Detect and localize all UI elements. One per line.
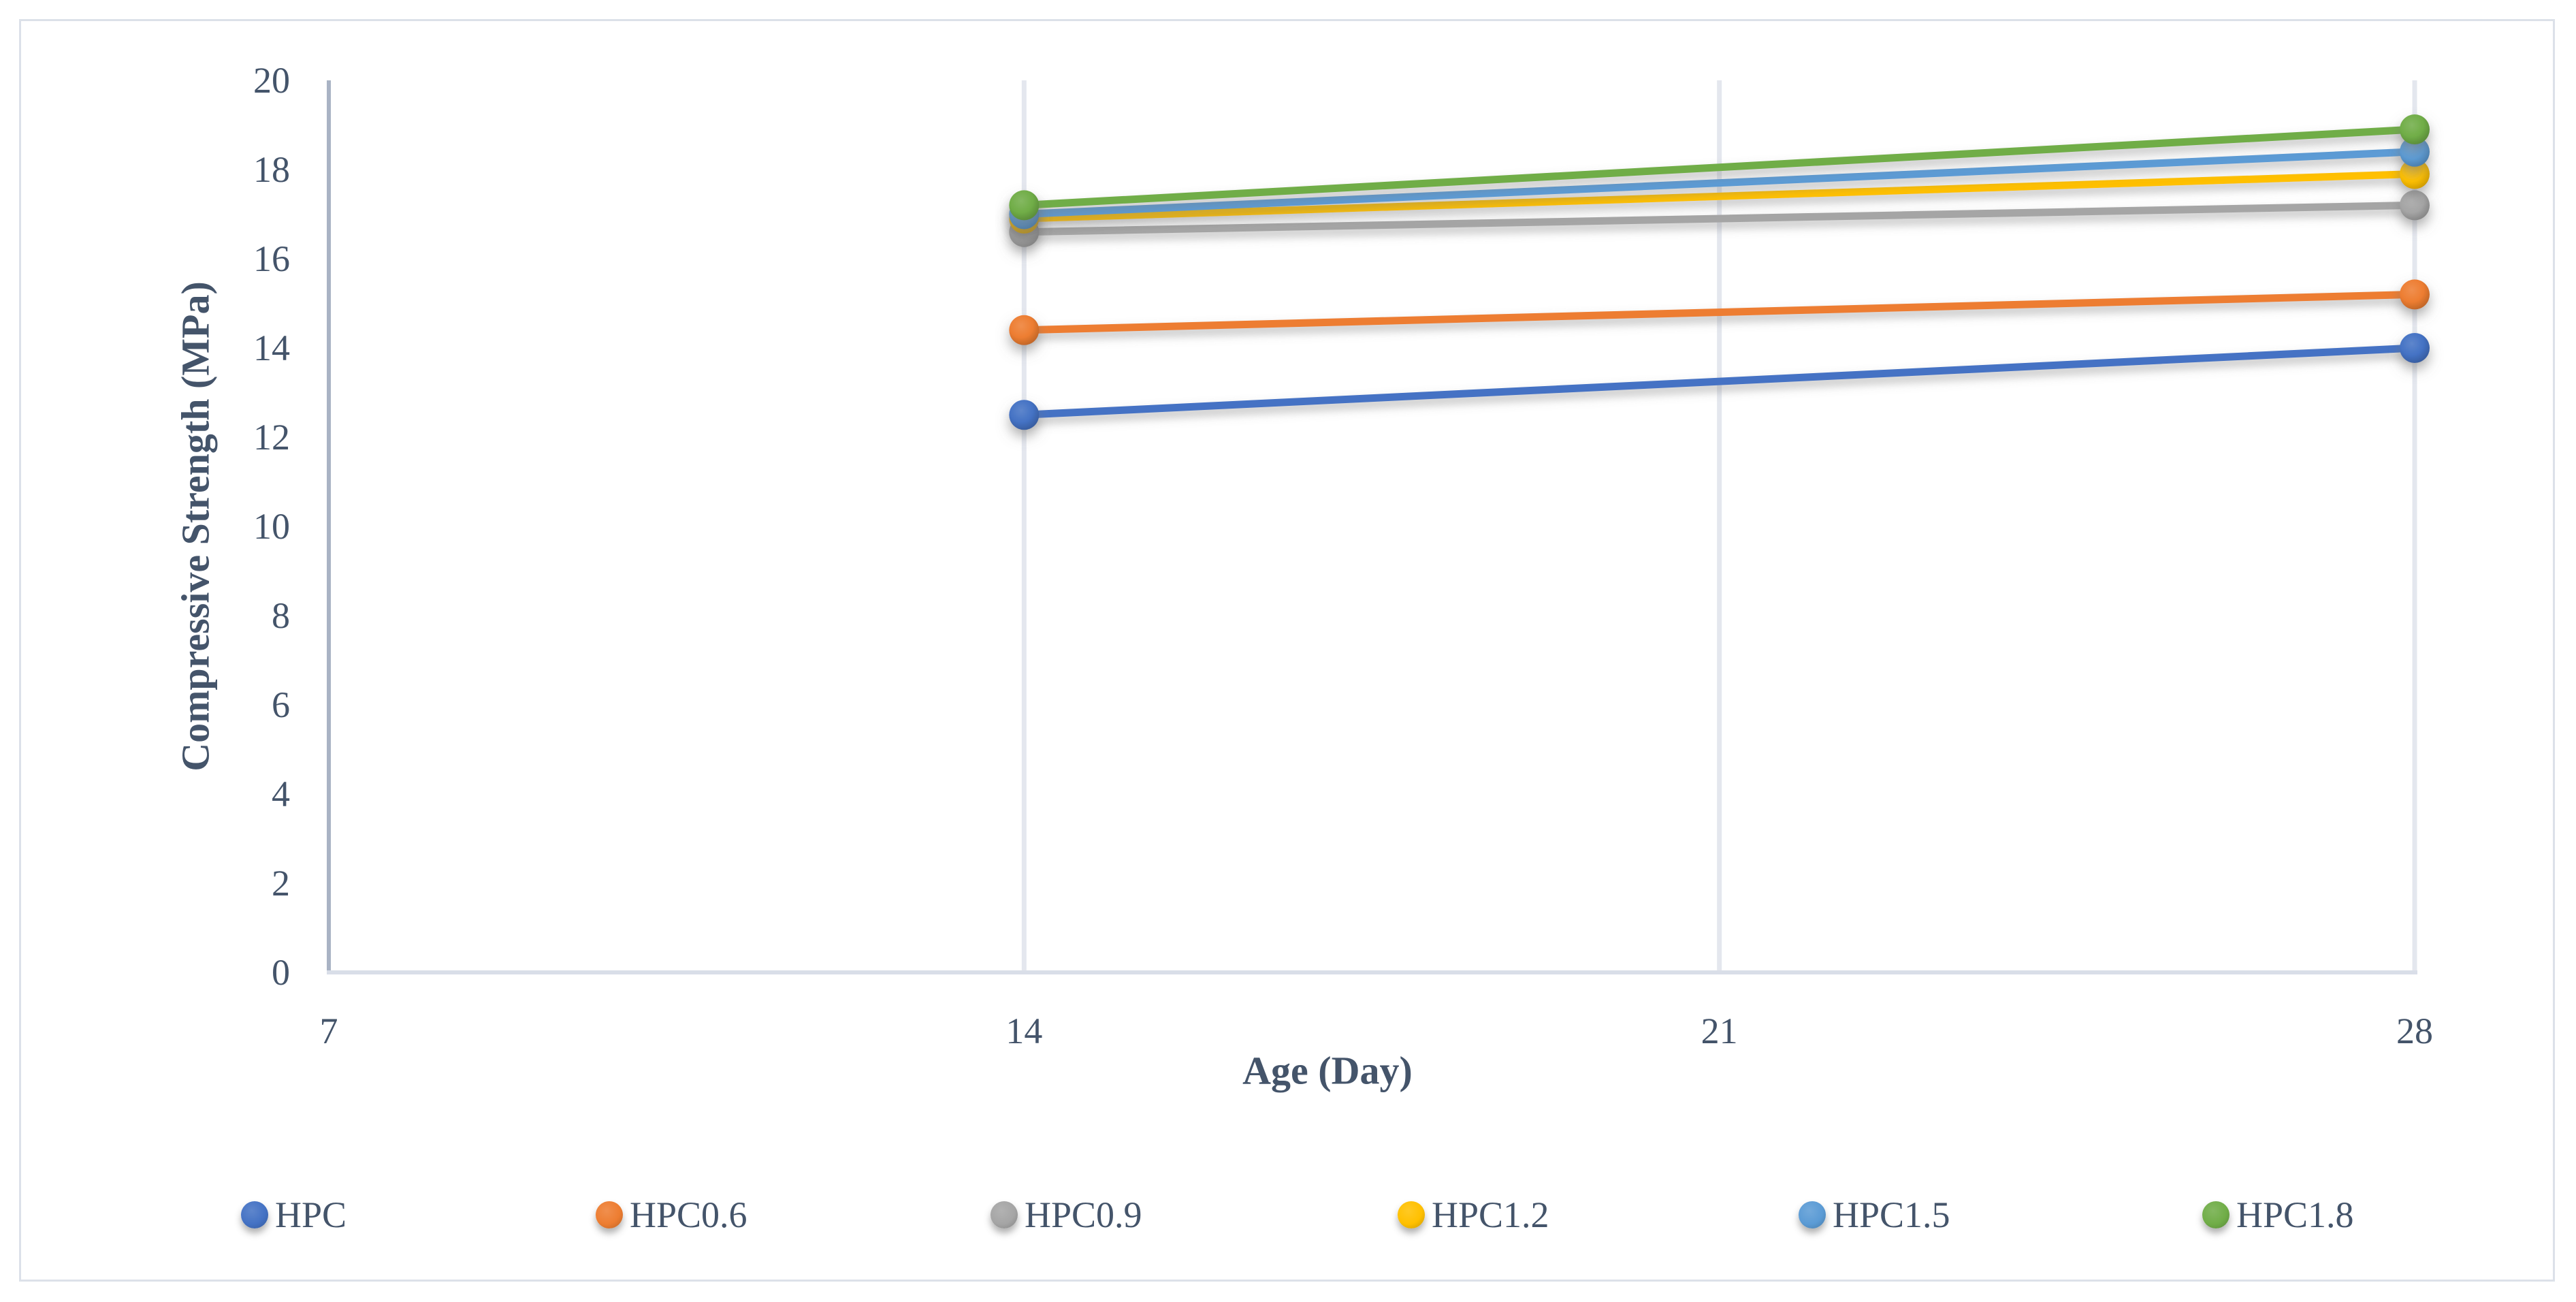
y-tick-label-6: 6	[272, 684, 290, 725]
y-tick-label-0: 0	[272, 952, 290, 993]
y-tick-label-8: 8	[272, 595, 290, 636]
y-tick-label-12: 12	[253, 417, 290, 458]
x-tick-label-28: 28	[2396, 1011, 2433, 1051]
y-tick-label-16: 16	[253, 238, 290, 279]
series-line-HPC1.2	[1020, 170, 2419, 223]
data-point-HPC-day14	[1009, 400, 1040, 430]
data-point-HPC1.8-day28	[2400, 114, 2430, 145]
series-HPC1.8	[1009, 114, 2430, 221]
series-HPC	[1009, 333, 2430, 430]
x-tick-label-7: 7	[320, 1011, 338, 1051]
x-tick-label-14: 14	[1005, 1011, 1042, 1051]
data-point-HPC0.6-day14	[1009, 315, 1040, 345]
y-tick-label-18: 18	[253, 149, 290, 190]
x-axis-title: Age (Day)	[1242, 1048, 1413, 1093]
data-point-HPC1.2-day28	[2400, 159, 2430, 189]
y-tick-label-14: 14	[253, 328, 290, 368]
data-point-HPC0.6-day28	[2400, 279, 2430, 310]
y-tick-label-2: 2	[272, 863, 290, 904]
series-line-HPC1.8	[1020, 125, 2419, 209]
y-axis-title: Compressive Strength (MPa)	[173, 281, 218, 772]
x-tick-label-21: 21	[1701, 1011, 1738, 1051]
series-line-HPC0.6	[1020, 290, 2419, 334]
series-line-HPC1.5	[1020, 148, 2419, 218]
y-tick-label-10: 10	[253, 506, 290, 547]
data-point-HPC1.8-day14	[1009, 190, 1040, 221]
series-HPC0.6	[1009, 279, 2430, 345]
data-point-HPC1.5-day28	[2400, 136, 2430, 167]
data-point-HPC0.9-day28	[2400, 190, 2430, 221]
y-tick-label-4: 4	[272, 774, 290, 814]
data-point-HPC-day28	[2400, 333, 2430, 363]
series-line-HPC	[1020, 344, 2419, 419]
y-tick-label-20: 20	[253, 60, 290, 101]
series-line-HPC0.9	[1020, 201, 2419, 236]
